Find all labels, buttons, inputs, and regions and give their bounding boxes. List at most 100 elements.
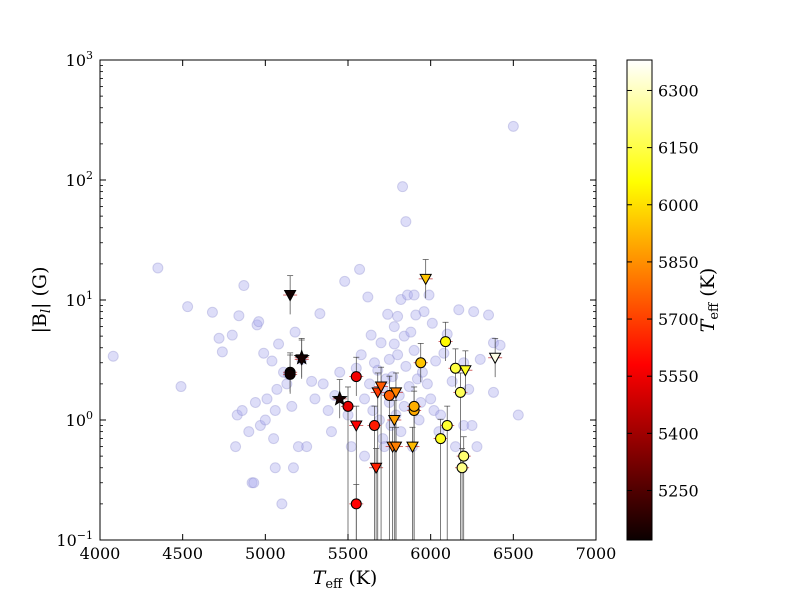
background-point bbox=[362, 291, 374, 303]
background-point bbox=[375, 337, 387, 349]
colorbar-tick-label: 5250 bbox=[658, 481, 699, 500]
background-point bbox=[322, 404, 334, 416]
colorbar-tick-label: 5700 bbox=[658, 310, 699, 329]
background-point bbox=[266, 355, 278, 367]
upper-limit-marker bbox=[488, 352, 502, 365]
background-point bbox=[403, 381, 415, 393]
background-point bbox=[216, 346, 228, 358]
detection-marker bbox=[458, 450, 470, 462]
y-tick-label: 102 bbox=[66, 169, 93, 190]
background-point bbox=[423, 289, 435, 301]
background-point bbox=[421, 378, 433, 390]
colorbar-tick-label: 5400 bbox=[658, 424, 699, 443]
background-point bbox=[365, 329, 377, 341]
background-point bbox=[314, 308, 326, 320]
colorbar-label: Teff (K) bbox=[697, 268, 722, 333]
background-point bbox=[301, 441, 313, 453]
background-point bbox=[286, 400, 298, 412]
background-point bbox=[281, 378, 293, 390]
background-point bbox=[246, 477, 258, 489]
detection-marker bbox=[454, 386, 466, 398]
background-point bbox=[449, 441, 461, 453]
x-tick-label: 6500 bbox=[493, 544, 534, 563]
upper-limit-marker bbox=[389, 441, 403, 454]
background-point bbox=[238, 280, 250, 292]
background-point bbox=[261, 393, 273, 405]
y-tick-label: 101 bbox=[66, 289, 93, 310]
detection-marker bbox=[441, 419, 453, 431]
background-point bbox=[392, 310, 404, 322]
background-point bbox=[400, 360, 412, 372]
background-point bbox=[367, 404, 379, 416]
colorbar-ticks: 5250 5400 5550 5700 5850 6000 6150 6300 bbox=[627, 81, 699, 500]
background-point bbox=[258, 347, 270, 359]
x-axis-ticks: 4000 4500 5000 5500 6000 6500 7000 bbox=[80, 60, 617, 563]
x-tick-label: 5000 bbox=[245, 544, 286, 563]
background-point bbox=[231, 409, 243, 421]
x-axis-label: Teff (K) bbox=[313, 567, 378, 592]
background-point bbox=[413, 414, 425, 426]
detection-marker bbox=[350, 371, 362, 383]
background-point bbox=[426, 317, 438, 329]
background-point bbox=[507, 120, 519, 132]
background-point bbox=[430, 355, 442, 367]
background-point bbox=[249, 396, 261, 408]
background-point bbox=[206, 306, 218, 318]
background-point bbox=[251, 319, 263, 331]
background-points bbox=[107, 120, 524, 510]
y-tick-label: 100 bbox=[66, 409, 93, 430]
background-point bbox=[248, 477, 260, 489]
colorbar-tick-label: 5850 bbox=[658, 253, 699, 272]
background-point bbox=[368, 357, 380, 369]
background-point bbox=[474, 353, 486, 365]
colorbar-tick-label: 5550 bbox=[658, 367, 699, 386]
background-point bbox=[182, 301, 194, 313]
detection-marker bbox=[415, 357, 427, 369]
upper-limit-marker bbox=[459, 365, 472, 377]
background-point bbox=[226, 329, 238, 341]
background-point bbox=[395, 293, 407, 305]
upper-limit-marker bbox=[349, 420, 363, 433]
star-marker bbox=[331, 390, 348, 406]
background-point bbox=[512, 409, 524, 421]
x-tick-label: 6000 bbox=[410, 544, 451, 563]
background-point bbox=[334, 366, 346, 378]
x-tick-label: 7000 bbox=[576, 544, 617, 563]
background-point bbox=[398, 330, 410, 342]
detection-marker bbox=[449, 362, 461, 374]
y-tick-label: 10−1 bbox=[56, 529, 93, 550]
background-point bbox=[383, 353, 395, 365]
detection-marker bbox=[368, 419, 380, 431]
background-point bbox=[428, 404, 440, 416]
background-point bbox=[271, 383, 283, 395]
background-point bbox=[487, 386, 499, 398]
background-point bbox=[458, 419, 470, 431]
background-point bbox=[175, 381, 187, 393]
background-point bbox=[359, 450, 371, 462]
upper-limit-marker bbox=[283, 290, 297, 302]
detection-marker bbox=[456, 462, 468, 474]
background-point bbox=[268, 433, 280, 445]
background-point bbox=[292, 441, 304, 453]
detection-marker bbox=[284, 368, 296, 380]
x-tick-label: 4500 bbox=[162, 544, 203, 563]
background-point bbox=[355, 349, 367, 361]
background-point bbox=[400, 216, 412, 228]
background-point bbox=[435, 409, 447, 421]
background-point bbox=[405, 326, 417, 338]
y-axis-ticks: 10−1 100 101 102 103 bbox=[56, 49, 596, 550]
background-point bbox=[317, 378, 329, 390]
background-point bbox=[236, 404, 248, 416]
background-point bbox=[438, 347, 450, 359]
background-point bbox=[152, 262, 164, 274]
background-point bbox=[273, 338, 285, 350]
x-tick-label: 4000 bbox=[80, 544, 121, 563]
background-point bbox=[425, 393, 437, 405]
detection-marker bbox=[342, 400, 354, 412]
background-point bbox=[309, 393, 321, 405]
y-axis-label: |Bl| (G) bbox=[29, 267, 54, 334]
detection-marker bbox=[440, 336, 452, 348]
background-point bbox=[387, 371, 399, 383]
background-point bbox=[339, 275, 351, 287]
measurement-markers bbox=[283, 273, 502, 510]
